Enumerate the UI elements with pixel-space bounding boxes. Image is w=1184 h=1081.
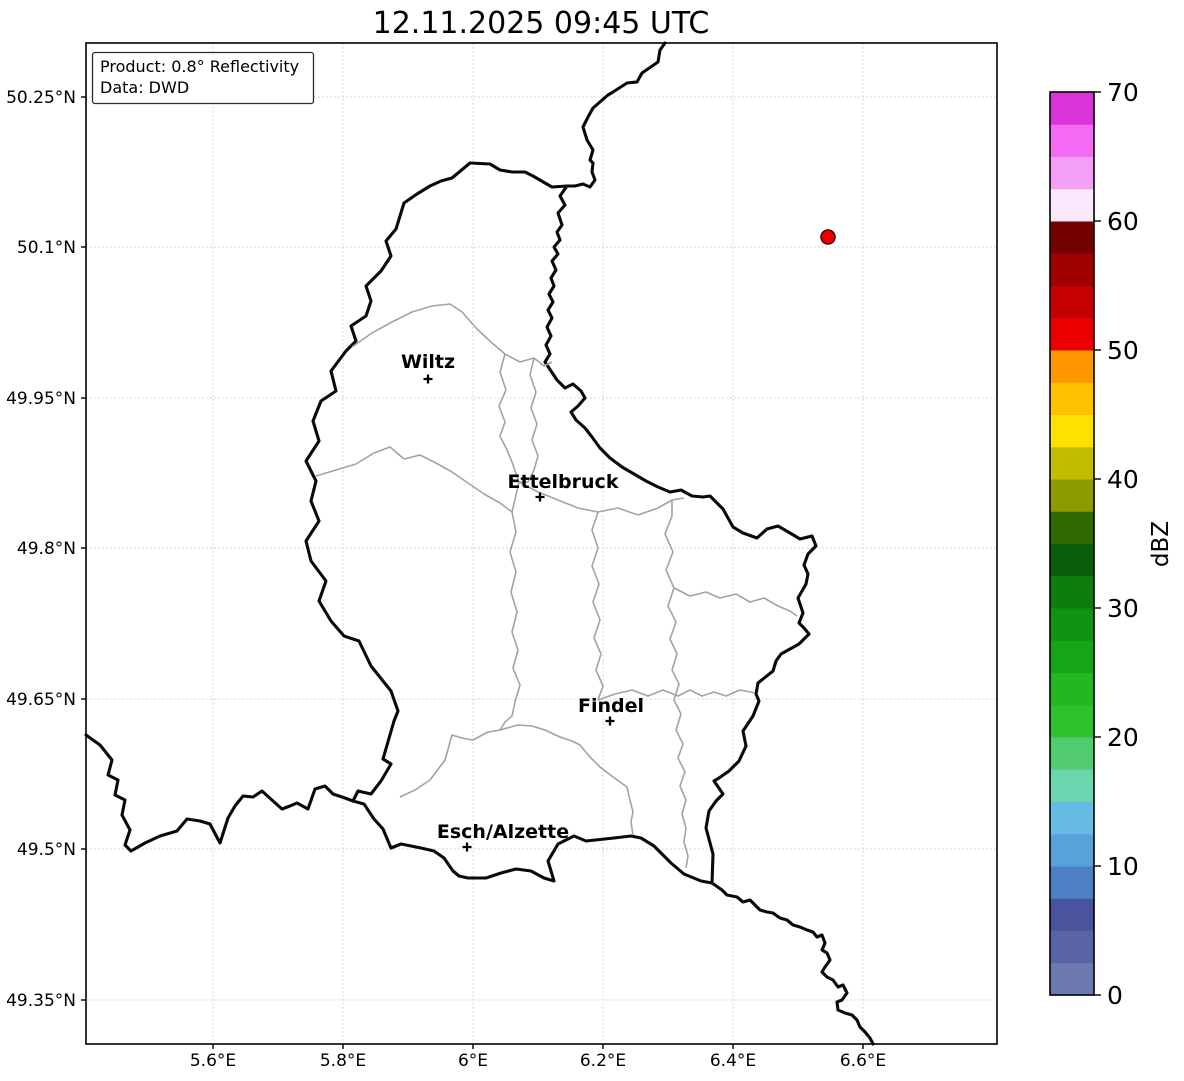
city-marker-icon: [605, 716, 615, 726]
city-marker-icon: [535, 492, 545, 502]
x-tick-label: 5.6°E: [190, 1051, 236, 1071]
y-tick-label: 49.65°N: [6, 690, 76, 710]
grid-lines: [86, 43, 997, 1044]
colorbar-tick-label: 70: [1107, 78, 1139, 107]
city-label: Ettelbruck: [508, 471, 619, 493]
france-belgium-border: [84, 733, 355, 853]
city-wiltz: Wiltz: [401, 351, 455, 384]
colorbar-axis-label: dBZ: [1148, 521, 1174, 567]
city-label: Wiltz: [401, 351, 455, 373]
city-esch-alzette: Esch/Alzette: [437, 821, 569, 852]
colorbar-segment: [1050, 672, 1094, 706]
colorbar-segment: [1050, 156, 1094, 190]
colorbar-tick-label: 40: [1107, 465, 1139, 494]
colorbar-tick-label: 30: [1107, 594, 1139, 623]
colorbar-segment: [1050, 704, 1094, 738]
colorbar-tick-label: 20: [1107, 723, 1139, 752]
france-germany-border: [710, 881, 875, 1046]
y-tick-label: 49.35°N: [6, 991, 76, 1011]
y-tick-label: 49.5°N: [17, 840, 76, 860]
colorbar-frame: [1049, 91, 1095, 996]
x-tick-label: 6.4°E: [710, 1051, 756, 1071]
axis-tick-labels: 5.6°E 5.8°E 6°E 6.2°E 6.4°E 6.6°E 50.25°N 50.1°…: [6, 88, 886, 1071]
colorbar-tick-label: 10: [1107, 852, 1139, 881]
colorbar-segment: [1050, 930, 1094, 964]
colorbar-segments: [1050, 92, 1094, 996]
plot-frame: [85, 42, 998, 1045]
colorbar-segment: [1050, 317, 1094, 351]
x-tick-label: 6.2°E: [580, 1051, 626, 1071]
canton-borders: [315, 303, 798, 869]
luxembourg-border: [304, 161, 818, 885]
plot-title: 12.11.2025 09:45 UTC: [373, 6, 710, 41]
axis-tick-marks: [81, 96, 864, 1049]
y-tick-label: 50.25°N: [6, 88, 76, 108]
colorbar-segment: [1050, 898, 1094, 931]
info-box-product-line: Product: 0.8° Reflectivity: [100, 57, 299, 76]
x-tick-label: 6°E: [458, 1051, 488, 1071]
city-findel: Findel: [578, 695, 644, 726]
x-tick-label: 5.8°E: [320, 1051, 366, 1071]
colorbar-segment: [1050, 124, 1094, 157]
colorbar-segment: [1050, 737, 1094, 770]
colorbar-ticks: 0 10 20 30 40 50 60 70: [1094, 78, 1139, 1010]
colorbar-segment: [1050, 962, 1094, 996]
x-tick-label: 6.6°E: [840, 1051, 886, 1071]
colorbar-segment: [1050, 382, 1094, 415]
colorbar-segment: [1050, 833, 1094, 867]
y-tick-label: 49.95°N: [6, 389, 76, 409]
colorbar-segment: [1050, 543, 1094, 577]
colorbar-tick-label: 60: [1107, 207, 1139, 236]
colorbar-segment: [1050, 575, 1094, 609]
colorbar-segment: [1050, 640, 1094, 673]
y-tick-label: 49.8°N: [17, 539, 76, 559]
city-marker-icon: [462, 842, 472, 852]
colorbar-segment: [1050, 866, 1094, 899]
colorbar-tick-label: 50: [1107, 336, 1139, 365]
colorbar-segment: [1050, 608, 1094, 641]
colorbar-segment: [1050, 92, 1094, 125]
info-box: Product: 0.8° Reflectivity Data: DWD: [91, 51, 315, 105]
colorbar-segment: [1050, 253, 1094, 286]
colorbar-segment: [1050, 221, 1094, 254]
city-label: Esch/Alzette: [437, 821, 569, 843]
colorbar-segment: [1050, 188, 1094, 222]
colorbar-segment: [1050, 446, 1094, 480]
city-ettelbruck: Ettelbruck: [508, 471, 619, 502]
colorbar-segment: [1050, 511, 1094, 544]
colorbar-segment: [1050, 285, 1094, 319]
colorbar-segment: [1050, 769, 1094, 802]
colorbar-segment: [1050, 414, 1094, 448]
city-label: Findel: [578, 695, 644, 717]
colorbar-segment: [1050, 479, 1094, 512]
belgium-germany-border: [565, 41, 667, 189]
info-box-data-line: Data: DWD: [100, 78, 189, 97]
city-marker-icon: [423, 374, 433, 384]
colorbar-segment: [1050, 350, 1094, 383]
city-annotations: Wiltz Ettelbruck Findel Esch/Alzette: [401, 351, 644, 852]
colorbar-segment: [1050, 801, 1094, 835]
colorbar-tick-label: 0: [1107, 981, 1123, 1010]
radar-echo-dot: [820, 229, 836, 245]
y-tick-label: 50.1°N: [17, 238, 76, 258]
country-borders: [84, 41, 875, 1046]
info-box-frame: [91, 51, 315, 105]
